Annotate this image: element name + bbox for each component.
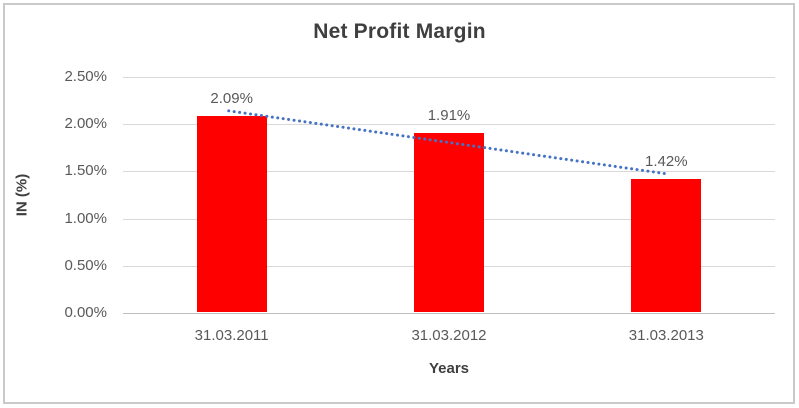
x-tick-label: 31.03.2012 bbox=[411, 327, 487, 344]
x-tick-label: 31.03.2013 bbox=[628, 327, 704, 344]
bar bbox=[631, 178, 702, 312]
chart-title: Net Profit Margin bbox=[313, 20, 486, 43]
gridline bbox=[123, 124, 775, 126]
plot-area: 2.09% 1.91% 1.42% 31.03.2011 31.03.2012 31.0… bbox=[123, 77, 775, 344]
bar bbox=[196, 115, 267, 312]
x-tick-label: 31.03.2011 bbox=[194, 327, 269, 344]
data-label: 2.09% bbox=[210, 89, 253, 107]
y-tick-label: 2.50% bbox=[64, 68, 107, 85]
y-tick-label: 0.00% bbox=[64, 304, 107, 321]
bar bbox=[414, 132, 484, 312]
data-label: 1.42% bbox=[645, 152, 688, 170]
y-tick-label: 1.00% bbox=[64, 209, 107, 227]
data-label: 1.91% bbox=[427, 106, 471, 124]
y-tick-label: 2.00% bbox=[64, 115, 107, 133]
y-tick-label: 1.50% bbox=[64, 162, 107, 180]
x-axis-title: Years bbox=[428, 360, 470, 377]
y-tick-label: 0.50% bbox=[64, 256, 107, 274]
y-axis-title: IN (%) bbox=[13, 173, 31, 217]
gridline bbox=[123, 77, 775, 78]
gridline bbox=[123, 313, 775, 314]
